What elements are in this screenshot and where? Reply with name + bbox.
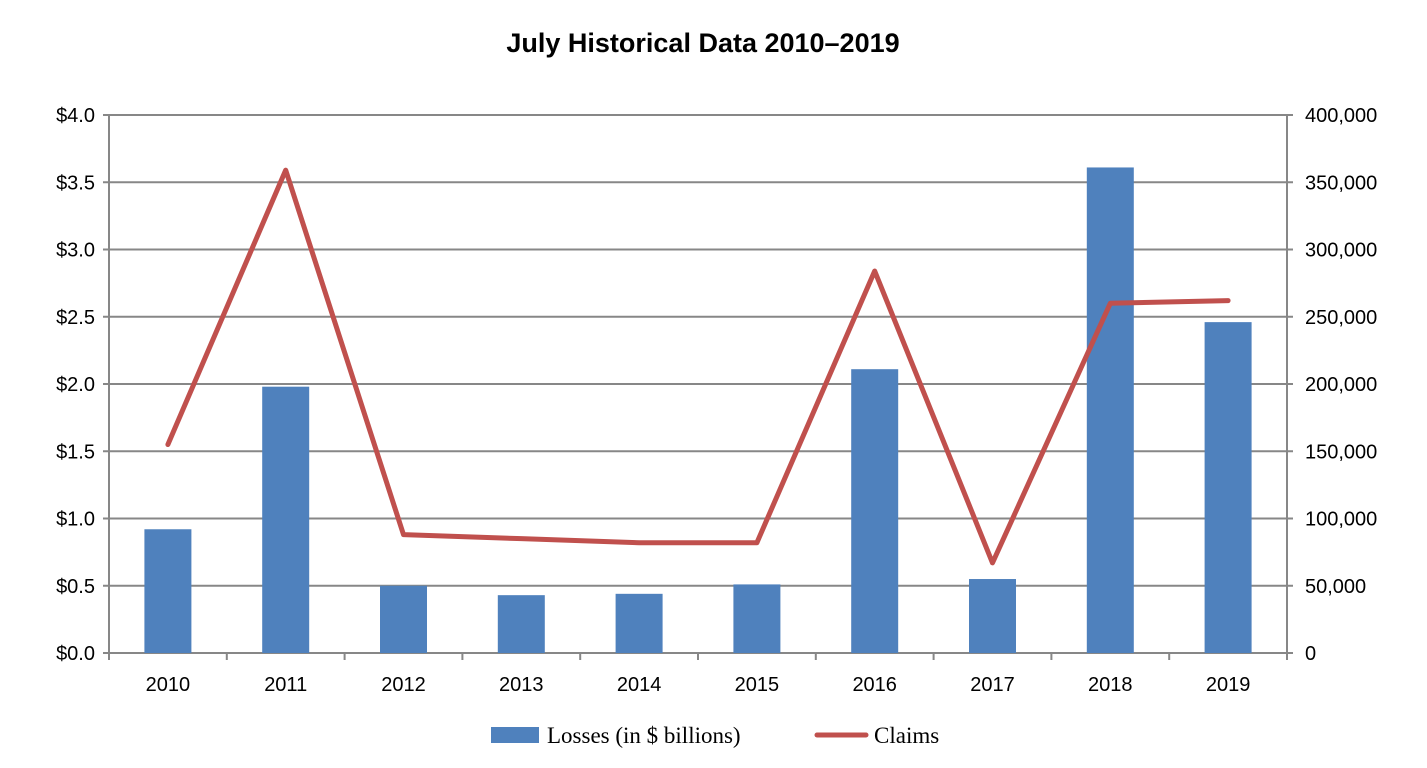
x-tick-label: 2010 xyxy=(146,674,191,696)
y-left-tick-label: $0.0 xyxy=(56,643,95,665)
legend: Losses (in $ billions) Claims xyxy=(491,723,939,748)
chart-title: July Historical Data 2010–2019 xyxy=(506,28,899,58)
x-tick-label: 2017 xyxy=(970,674,1015,696)
bar-2017 xyxy=(969,579,1016,653)
x-tick-label: 2019 xyxy=(1206,674,1251,696)
legend-label-losses: Losses (in $ billions) xyxy=(547,723,741,748)
y-left-tick-label: $0.5 xyxy=(56,576,95,598)
bar-2015 xyxy=(733,584,781,653)
y-right-tick-label: 250,000 xyxy=(1305,307,1377,329)
y-left-tick-label: $2.5 xyxy=(56,307,95,329)
axes: $0.0 0 $0.5 50,000 $1.0 100,000 $1.5 150,000 $2.… xyxy=(56,105,1377,696)
y-right-tick-label: 200,000 xyxy=(1305,374,1377,396)
y-left-tick-label: $1.5 xyxy=(56,441,95,463)
claims-line-layer xyxy=(165,167,1231,566)
bars xyxy=(144,167,1252,653)
y-left-tick-label: $1.0 xyxy=(56,509,95,531)
bar-2010 xyxy=(144,529,192,653)
y-right-tick-label: 400,000 xyxy=(1305,105,1377,127)
x-tick-label: 2016 xyxy=(852,674,897,696)
y-right-tick-label: 350,000 xyxy=(1305,172,1377,194)
y-left-tick-label: $2.0 xyxy=(56,374,95,396)
x-tick-label: 2015 xyxy=(735,674,780,696)
x-tick-label: 2018 xyxy=(1088,674,1133,696)
y-right-tick-label: 100,000 xyxy=(1305,509,1377,531)
y-right-tick-label: 150,000 xyxy=(1305,441,1377,463)
bar-2018 xyxy=(1086,167,1134,653)
bar-2012 xyxy=(380,585,427,653)
x-tick-label: 2011 xyxy=(264,674,307,696)
legend-swatch-losses xyxy=(491,727,539,743)
bar-2019 xyxy=(1204,322,1252,653)
y-right-tick-label: 0 xyxy=(1305,643,1316,665)
y-left-tick-label: $4.0 xyxy=(56,105,95,127)
y-left-tick-label: $3.5 xyxy=(56,172,95,194)
x-tick-label: 2014 xyxy=(617,674,662,696)
bar-2014 xyxy=(615,593,663,653)
claims-line xyxy=(165,167,1231,566)
x-tick-label: 2012 xyxy=(381,674,426,696)
y-left-tick-label: $3.0 xyxy=(56,240,95,262)
y-right-tick-label: 300,000 xyxy=(1305,240,1377,262)
bar-2011 xyxy=(262,386,310,653)
bar-2013 xyxy=(497,595,545,653)
y-right-tick-label: 50,000 xyxy=(1305,576,1366,598)
x-tick-label: 2013 xyxy=(499,674,544,696)
bar-2016 xyxy=(851,369,899,653)
legend-label-claims: Claims xyxy=(874,723,939,748)
